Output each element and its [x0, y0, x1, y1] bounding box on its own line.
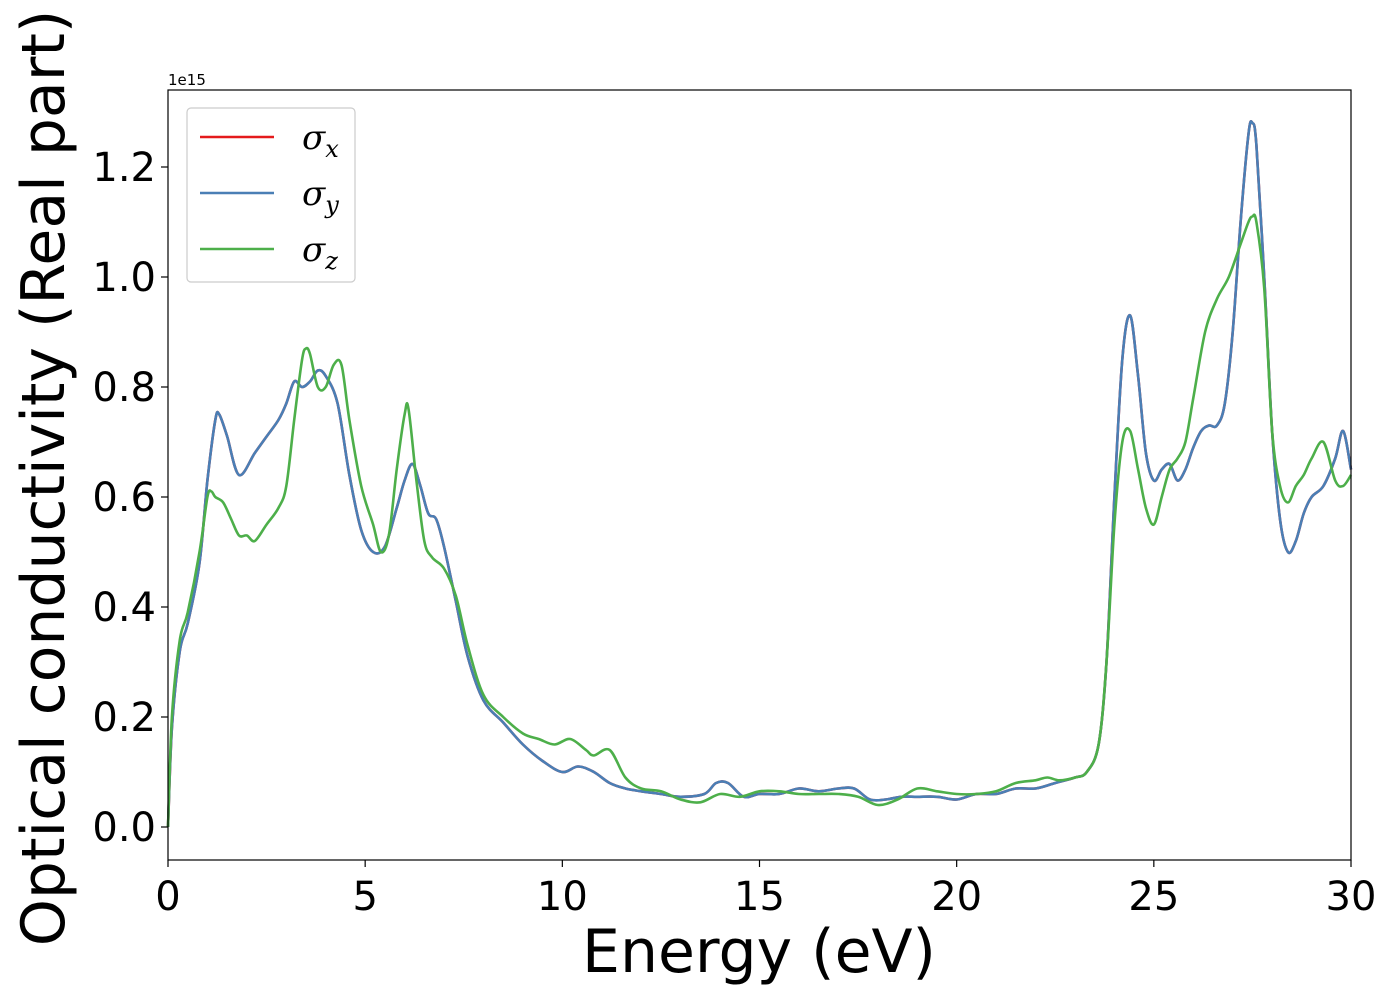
y-tick-label: 0.6: [92, 475, 156, 521]
x-axis: 0 5 10 15 20 25 30: [155, 860, 1376, 920]
y-axis-label: Optical conductivity (Real part): [9, 10, 79, 947]
x-tick-label: 15: [734, 874, 785, 920]
x-tick-label: 25: [1128, 874, 1179, 920]
series-line-z: [166, 213, 1353, 828]
y-offset-label: 1e15: [168, 71, 206, 89]
x-axis-label: Energy (eV): [582, 917, 936, 987]
y-axis: 0.0 0.2 0.4 0.6 0.8 1.0 1.2: [92, 145, 168, 851]
x-tick-label: 0: [155, 874, 180, 920]
x-tick-label: 20: [931, 874, 982, 920]
x-tick-label: 5: [352, 874, 377, 920]
y-tick-label: 0.4: [92, 585, 156, 631]
y-tick-label: 1.0: [92, 255, 156, 301]
y-tick-label: 0.2: [92, 695, 156, 741]
legend-box: [186, 107, 356, 283]
y-tick-label: 0.0: [92, 805, 156, 851]
x-tick-label: 10: [537, 874, 588, 920]
y-tick-label: 1.2: [92, 145, 156, 191]
x-tick-label: 30: [1326, 874, 1377, 920]
y-tick-label: 0.8: [92, 365, 156, 411]
series-layer: [166, 120, 1353, 828]
series-line-y: [166, 120, 1353, 828]
